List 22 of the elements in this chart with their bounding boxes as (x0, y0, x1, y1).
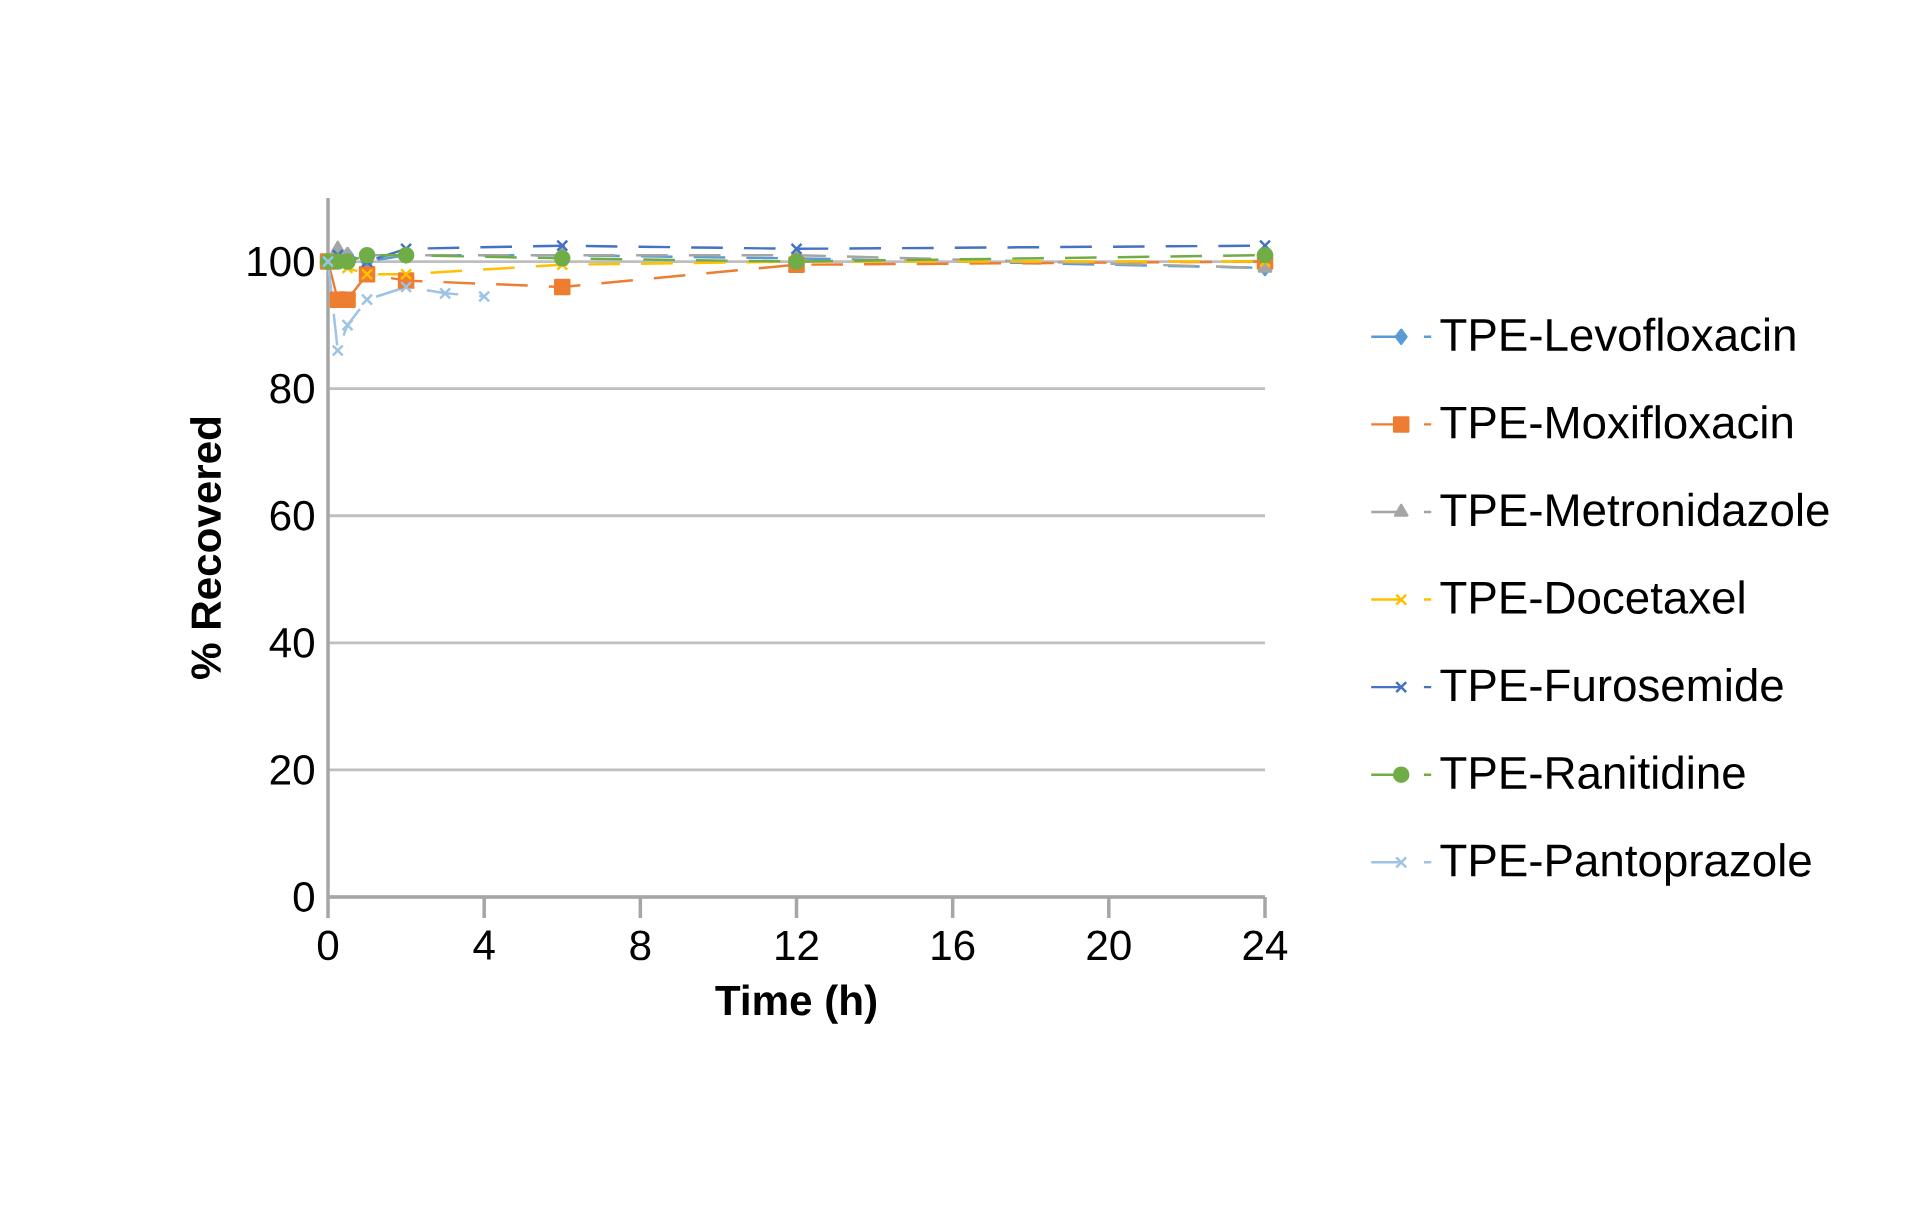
x-tick-label: 20 (1087, 930, 1131, 961)
x-tick-label: 24 (1243, 930, 1288, 960)
x-tick-label: 4 (473, 930, 495, 960)
legend-label: TPE-Furosemide (1440, 667, 1783, 702)
legend-label: TPE-Moxifloxacin (1440, 405, 1792, 439)
legend-label: TPE-Pantoprazole (1440, 843, 1811, 886)
legend-label: TPE-Docetaxel (1440, 580, 1744, 614)
x-axis-title: Time (h) (715, 984, 877, 1024)
y-tick-label: 60 (270, 500, 314, 531)
x-tick-label: 12 (776, 930, 818, 960)
y-tick-label: 100 (248, 246, 314, 277)
legend-label: TPE-Ranitidine (1440, 755, 1745, 790)
y-tick-label: 40 (269, 627, 314, 658)
x-tick-label: 0 (317, 930, 339, 961)
x-tick-label: 8 (630, 930, 651, 961)
x-tick-label: 16 (932, 930, 975, 961)
y-tick-label: 80 (270, 373, 314, 404)
y-tick-label: 20 (270, 754, 314, 785)
legend-label: TPE-Metronidazole (1440, 492, 1829, 527)
y-axis-title: % Recovered (190, 417, 222, 679)
y-tick-label: 0 (293, 882, 314, 912)
legend-label: TPE-Levofloxacin (1440, 317, 1795, 352)
